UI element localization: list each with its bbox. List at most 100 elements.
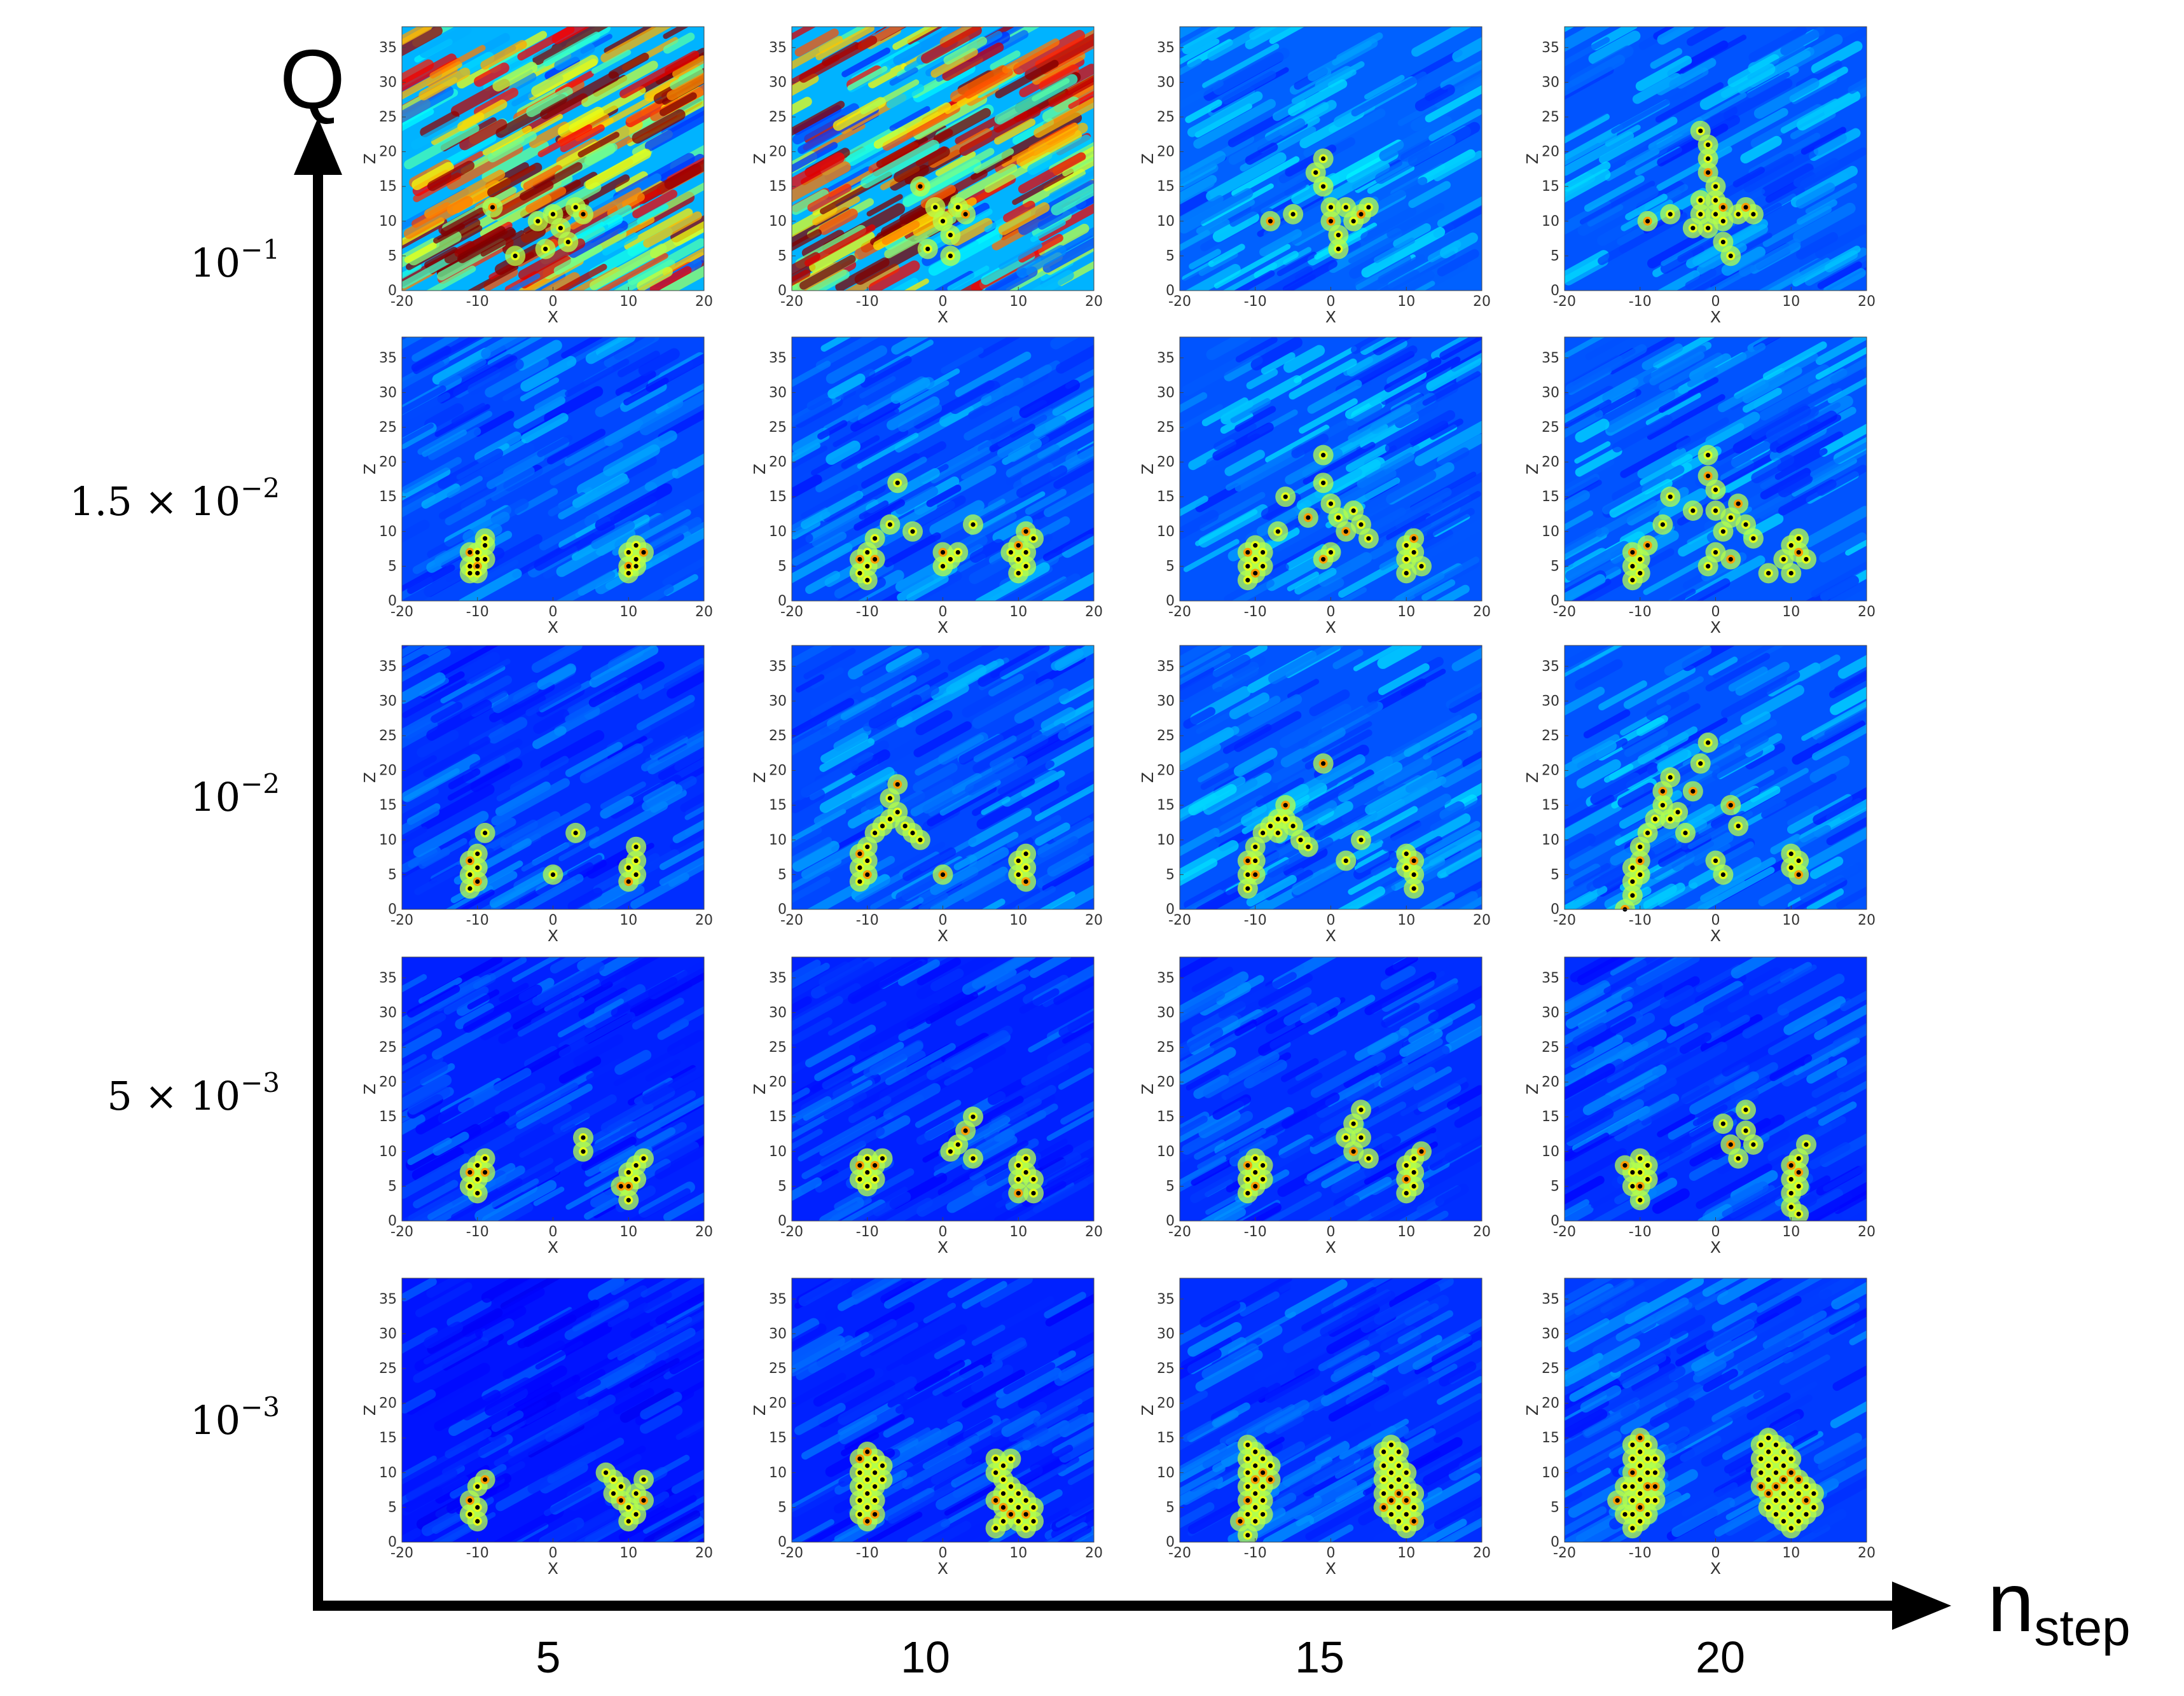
data-point [1706,226,1711,231]
x-tick-label: -10 [1629,913,1652,928]
heatmap-streak [1588,31,1641,64]
heatmap-streak [1180,990,1226,1023]
heatmap-streak [581,60,658,107]
heatmap-streak [1180,1465,1226,1496]
heatmap-streak [857,432,919,469]
row-label-1: 1.5 × 10−2 [69,472,280,525]
y-tick-label: 25 [379,109,397,125]
heatmap-streak [1625,193,1668,221]
data-point [1358,1135,1364,1140]
data-point [887,796,892,801]
data-point [641,549,646,555]
heatmap-streak [485,357,549,398]
heatmap-streak [840,1332,869,1351]
heatmap-streak [639,1405,683,1434]
heatmap-streak [402,807,439,836]
data-point [467,886,473,891]
heatmap-streak [413,337,485,375]
y-tick-label: 15 [769,489,787,505]
heatmap-streak [1439,337,1482,361]
heatmap-streak [434,404,490,438]
heatmap-streak [1793,202,1856,242]
y-tick-label: 20 [379,144,397,160]
heatmap-streak [1740,684,1804,725]
x-tick-label: 0 [1711,294,1720,310]
heatmap-streak [1323,162,1390,203]
x-tick-label: 20 [1858,294,1876,310]
heatmap-streak [1280,1058,1319,1082]
heatmap-streak [1180,652,1231,686]
heatmap-streak [1330,645,1365,663]
heatmap-streak [1350,337,1388,354]
heatmap-streak [494,1083,546,1115]
heatmap-streak [1231,579,1275,601]
heatmap-streak [868,260,920,291]
data-point [626,879,631,884]
y-tick-label: 0 [1166,1534,1175,1550]
y-tick-label: 0 [778,1534,787,1550]
data-point [1031,1176,1036,1182]
heatmap-streak [1408,181,1451,209]
y-tick-label: 10 [1542,524,1559,540]
heatmap-streak [1735,661,1790,696]
data-point [1253,872,1258,877]
heatmap-streak [1006,266,1051,291]
heatmap-streak [484,1365,567,1416]
heatmap-field [1565,957,1867,1221]
heatmap-streak [796,674,825,693]
heatmap-streak [955,351,1032,397]
heatmap-streak [815,27,874,60]
y-tick-label: 10 [1542,1144,1559,1160]
heatmap-streak [1565,129,1617,166]
heatmap-streak [897,403,943,432]
heatmap-streak [411,1147,464,1181]
heatmap-streak [659,855,704,886]
heatmap-streak [402,457,462,493]
heatmap-streak [1565,490,1590,513]
heatmap-streak [407,564,455,594]
heatmap-streak [1701,106,1738,131]
heatmap-streak [792,73,819,97]
heatmap-streak [1380,966,1416,990]
data-point [940,872,946,877]
y-tick-label: 10 [1542,832,1559,848]
heatmap-streak [1372,1335,1442,1377]
heatmap-streak [1598,680,1647,711]
y-tick-label: 20 [769,1396,787,1412]
heatmap-streak [1292,1479,1358,1520]
heatmap-streak [1742,1008,1790,1039]
heatmap-streak [618,1494,697,1541]
heatmap-streak [1774,448,1828,480]
heatmap-streak [1374,134,1456,184]
heatmap-streak [1603,764,1634,783]
heatmap-streak [523,1379,601,1425]
x-tick-label: 10 [1782,604,1800,620]
heatmap-streak [948,645,1000,672]
heatmap-streak [1414,84,1455,112]
heatmap-streak [922,1435,979,1470]
data-point [1788,851,1794,857]
data-point [581,212,586,217]
data-point [1388,1512,1394,1517]
heatmap-streak [1180,840,1239,881]
heatmap-streak [1058,1331,1094,1357]
data-point [475,570,480,576]
heatmap-streak [1780,962,1813,984]
heatmap-streak [852,1278,902,1305]
heatmap-streak [1427,507,1475,538]
heatmap-streak [1250,337,1303,371]
heatmap-streak [950,65,1009,102]
data-point [1788,1190,1794,1196]
heatmap-streak [1264,1410,1302,1433]
heatmap-streak [1206,152,1287,202]
heatmap-streak [1180,1348,1222,1381]
heatmap-streak [1351,71,1427,117]
data-point [1261,549,1266,555]
heatmap-streak [589,801,668,849]
heatmap-streak [1003,1362,1056,1395]
heatmap-streak [581,1136,637,1171]
heatmap-streak [994,74,1078,125]
data-point [1720,529,1725,534]
